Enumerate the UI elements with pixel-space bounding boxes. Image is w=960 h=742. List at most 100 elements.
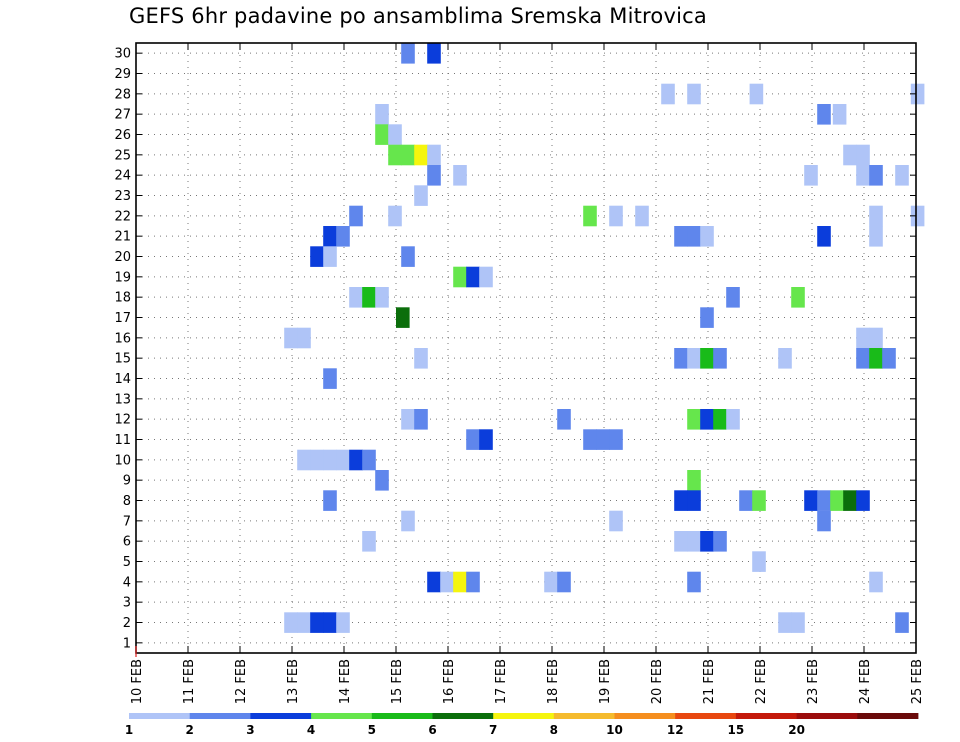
x-tick-label: 25 FEB bbox=[910, 659, 925, 704]
precip-cell bbox=[310, 246, 324, 267]
x-tick-label: 14 FEB bbox=[338, 659, 353, 704]
y-tick-label: 3 bbox=[123, 596, 131, 611]
colorbar-label: 4 bbox=[307, 723, 315, 737]
precip-cell bbox=[817, 510, 831, 532]
precip-cell bbox=[323, 368, 337, 389]
precip-cell bbox=[349, 205, 363, 227]
y-tick-label: 22 bbox=[114, 209, 131, 224]
precip-cell bbox=[349, 449, 363, 471]
precip-cell bbox=[583, 205, 597, 227]
precip-cell bbox=[674, 531, 688, 552]
colorbar-label: 7 bbox=[489, 723, 497, 737]
precip-cell bbox=[687, 490, 701, 511]
precip-cell bbox=[284, 327, 298, 349]
precip-cell bbox=[479, 429, 493, 450]
precip-cell bbox=[401, 43, 415, 64]
y-tick-label: 19 bbox=[114, 270, 131, 285]
chart-title: GEFS 6hr padavine po ansamblima Sremska … bbox=[129, 4, 707, 28]
precip-cell bbox=[362, 287, 376, 308]
precip-cell bbox=[843, 490, 857, 511]
colorbar-label: 8 bbox=[550, 723, 558, 737]
precip-cell bbox=[401, 246, 415, 267]
x-tick-label: 24 FEB bbox=[858, 659, 873, 704]
colorbar-swatch bbox=[553, 713, 615, 719]
precip-cell bbox=[401, 144, 415, 166]
precip-cell bbox=[414, 348, 428, 369]
precip-cell bbox=[310, 449, 324, 471]
x-tick-label: 21 FEB bbox=[702, 659, 717, 704]
colorbar-swatch bbox=[311, 713, 373, 719]
precip-cell bbox=[749, 83, 764, 105]
precip-cell bbox=[700, 531, 714, 552]
precip-cell bbox=[700, 226, 714, 247]
precip-cell bbox=[427, 144, 441, 166]
precip-cell bbox=[700, 409, 714, 430]
precip-cell bbox=[427, 571, 441, 593]
precip-cell bbox=[830, 490, 844, 511]
precip-cell bbox=[336, 226, 350, 247]
x-tick-label: 12 FEB bbox=[234, 659, 249, 704]
x-tick-label: 17 FEB bbox=[494, 659, 509, 704]
precip-cell bbox=[323, 449, 337, 471]
precip-cell bbox=[596, 429, 610, 450]
precip-cell bbox=[687, 226, 701, 247]
precip-cell bbox=[466, 266, 480, 288]
precip-cell bbox=[401, 409, 415, 430]
precip-cell bbox=[674, 490, 688, 511]
y-tick-label: 5 bbox=[123, 555, 131, 570]
y-tick-label: 20 bbox=[114, 250, 131, 265]
colorbar-label: 10 bbox=[606, 723, 623, 737]
precip-cell bbox=[401, 510, 415, 532]
x-tick-label: 10 FEB bbox=[130, 659, 145, 704]
precip-cell bbox=[323, 612, 337, 633]
y-tick-label: 17 bbox=[114, 311, 131, 326]
y-tick-label: 12 bbox=[114, 413, 131, 428]
precip-cell bbox=[713, 348, 727, 369]
x-tick-label: 16 FEB bbox=[442, 659, 457, 704]
precip-cell bbox=[557, 409, 571, 430]
colorbar-swatch bbox=[432, 713, 494, 719]
precip-cell bbox=[832, 104, 847, 125]
precip-cell bbox=[297, 612, 311, 633]
precip-cell bbox=[856, 144, 870, 166]
colorbar-label: 2 bbox=[186, 723, 194, 737]
precip-cell bbox=[466, 429, 480, 450]
plot-frame bbox=[135, 42, 917, 654]
colorbar-label: 5 bbox=[368, 723, 376, 737]
colorbar-label: 6 bbox=[428, 723, 436, 737]
colorbar-swatch bbox=[735, 713, 797, 719]
y-tick-label: 29 bbox=[114, 67, 131, 82]
y-tick-label: 1 bbox=[123, 636, 131, 651]
y-tick-label: 30 bbox=[114, 47, 131, 62]
precip-cell bbox=[388, 205, 402, 227]
precip-cell bbox=[375, 470, 389, 491]
colorbar-swatch bbox=[189, 713, 251, 719]
y-tick-label: 18 bbox=[114, 291, 131, 306]
precip-cell bbox=[674, 226, 688, 247]
precip-cell bbox=[388, 144, 402, 166]
precip-cell bbox=[687, 571, 701, 593]
precip-cell bbox=[869, 226, 883, 247]
precip-cell bbox=[388, 124, 402, 145]
precip-cell bbox=[817, 226, 831, 247]
precip-cell bbox=[700, 348, 714, 369]
y-tick-label: 4 bbox=[123, 575, 131, 590]
colorbar-swatch bbox=[614, 713, 676, 719]
colorbar-swatch bbox=[857, 713, 919, 719]
y-tick-label: 11 bbox=[114, 433, 131, 448]
precip-cell bbox=[427, 165, 441, 186]
precip-cell bbox=[661, 83, 675, 105]
precip-cell bbox=[869, 327, 883, 349]
precip-cell bbox=[856, 490, 870, 511]
precip-cell bbox=[804, 490, 818, 511]
precip-cell bbox=[297, 449, 311, 471]
precip-cell bbox=[375, 287, 389, 308]
y-tick-label: 21 bbox=[114, 230, 131, 245]
precip-cell bbox=[869, 348, 883, 369]
precip-cell bbox=[375, 124, 389, 145]
precip-cell bbox=[453, 165, 467, 186]
precip-cell bbox=[362, 531, 376, 552]
colorbar-swatch bbox=[250, 713, 312, 719]
x-tick-label: 18 FEB bbox=[546, 659, 561, 704]
precip-cell bbox=[323, 226, 337, 247]
